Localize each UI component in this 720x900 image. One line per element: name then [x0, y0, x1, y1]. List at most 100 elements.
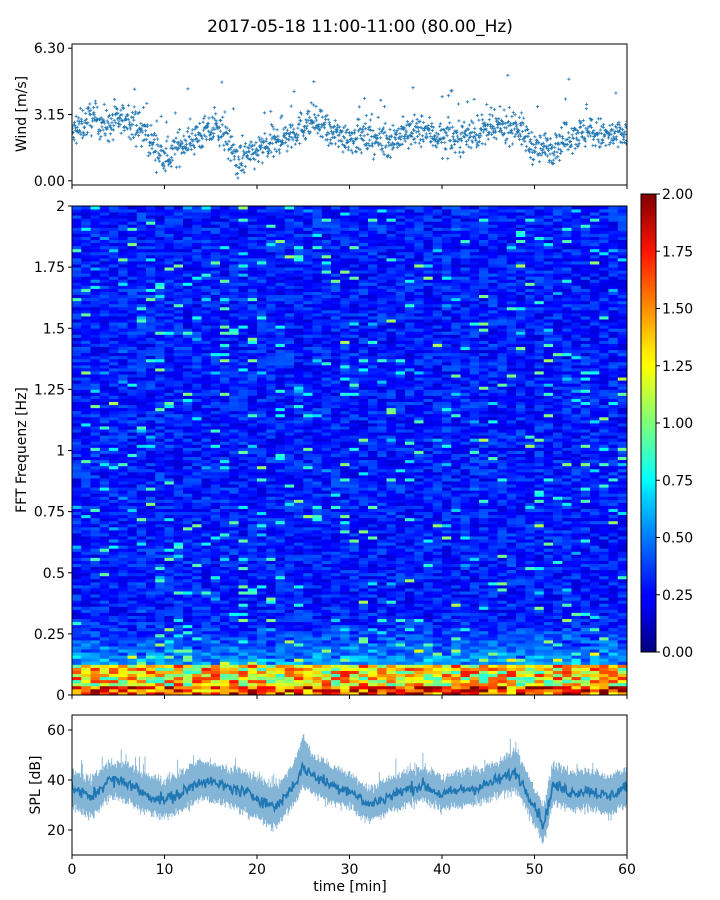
spectrogram-cell: [146, 667, 156, 671]
spectrogram-cell: [423, 661, 434, 665]
spectrogram-cell: [72, 636, 82, 641]
spectrogram-cell: [599, 673, 609, 678]
spectrogram-cell: [571, 529, 582, 534]
spectrogram-cell: [312, 511, 323, 516]
spectrogram-cell: [127, 603, 138, 607]
spectrogram-cell: [506, 468, 517, 473]
spectrogram-cell: [599, 606, 609, 610]
spectrogram-cell: [386, 649, 397, 653]
spectrogram-cell: [136, 691, 147, 695]
spectrogram-cell: [229, 688, 239, 693]
spectrogram-cell: [414, 643, 424, 647]
spectrogram-cell: [386, 575, 397, 580]
spectrogram-cell: [469, 496, 480, 500]
spectrogram-cell: [432, 441, 443, 445]
spectrogram-cell: [72, 511, 82, 516]
spectrogram-cell: [368, 643, 378, 647]
spectrogram-cell: [284, 661, 295, 665]
spectrogram-cell: [386, 444, 397, 448]
spectrogram-cell: [81, 685, 91, 690]
spectrogram-cell: [497, 591, 508, 595]
spectrogram-cell: [340, 643, 350, 647]
spectrogram-cell: [543, 456, 554, 461]
spectrogram-cell: [543, 578, 554, 583]
spectrogram-cell: [284, 658, 295, 662]
spectrogram-cell: [331, 688, 341, 693]
spectrogram-cell: [118, 603, 128, 607]
spectrogram-cell: [146, 441, 156, 445]
spectrogram-cell: [164, 505, 175, 509]
spectrogram-cell: [460, 676, 471, 681]
spectrogram-cell: [303, 523, 313, 528]
spectrogram-cell: [109, 471, 119, 476]
spectrogram-cell: [303, 581, 313, 586]
spectrogram-cell: [377, 459, 387, 464]
spectrogram-cell: [201, 499, 212, 503]
spectrogram-cell: [460, 584, 471, 589]
spectrogram-cell: [553, 554, 563, 558]
spectrogram-cell: [571, 548, 582, 552]
spectrogram-cell: [294, 478, 304, 482]
spectrogram-cell: [312, 630, 323, 635]
spectrogram-cell: [321, 517, 332, 522]
spectrogram-cell: [386, 514, 397, 519]
spectrogram-cell: [562, 444, 572, 448]
spectrogram-cell: [590, 493, 600, 497]
spectrogram-cell: [414, 496, 424, 500]
spectrogram-cell: [488, 551, 498, 555]
spectrogram-cell: [109, 545, 119, 549]
spectrogram-cell: [562, 545, 572, 549]
spectrogram-cell: [534, 643, 545, 647]
spectrogram-cell: [349, 481, 360, 485]
spectrogram-cell: [164, 572, 175, 577]
spectrogram-cell: [516, 453, 526, 458]
spectrogram-cell: [257, 630, 267, 635]
spectrogram-cell: [479, 627, 489, 632]
spectrogram-cell: [349, 560, 360, 564]
spectrogram-cell: [257, 673, 267, 678]
spectrogram-cell: [220, 624, 230, 629]
spectrogram-cell: [229, 691, 239, 695]
wind-axes-frame: [71, 43, 628, 186]
spectrogram-cell: [488, 487, 498, 491]
spectrogram-cell: [562, 615, 572, 619]
spectrogram-cell: [173, 563, 184, 568]
spectrogram-cell: [349, 606, 360, 610]
spectrogram-cell: [118, 481, 128, 485]
spectrogram-cell: [469, 490, 480, 494]
spectrogram-cell: [497, 554, 508, 558]
spectrogram-cell: [312, 588, 323, 592]
spectrogram-cell: [432, 652, 443, 656]
spectrogram-cell: [229, 533, 239, 537]
spectrogram-cell: [599, 529, 609, 534]
spectrogram-cell: [534, 581, 545, 586]
spectrogram-cell: [72, 514, 82, 519]
spectrogram-cell: [321, 478, 332, 482]
spectrogram-cell: [442, 673, 452, 678]
spectrogram-cell: [183, 676, 193, 681]
spectrogram-cell: [192, 655, 202, 659]
spectrogram-cell: [164, 594, 175, 598]
spectrogram-cell: [155, 490, 165, 494]
spectrogram-cell: [210, 517, 221, 522]
spectrogram-cell: [534, 575, 545, 580]
spectrogram-cell: [432, 667, 443, 671]
spectrogram-cell: [543, 652, 554, 656]
spectrogram-cell: [312, 609, 323, 613]
spectrogram-cell: [136, 652, 147, 656]
spectrogram-cell: [146, 609, 156, 613]
spectrogram-cell: [72, 450, 82, 454]
spectrogram-cell: [423, 444, 434, 448]
spectrogram-cell: [506, 664, 517, 668]
spectrogram-cell: [220, 529, 230, 534]
spectrogram-cell: [109, 474, 119, 479]
spectrogram-cell: [377, 578, 387, 583]
spectrogram-cell: [275, 679, 286, 684]
spectrogram-cell: [127, 691, 138, 695]
spectrogram-cell: [377, 661, 387, 665]
spectrogram-cell: [562, 450, 572, 454]
spectrogram-cell: [534, 578, 545, 583]
spectrogram-cell: [312, 539, 323, 543]
spectrogram-cell: [617, 691, 627, 695]
spectrogram-cell: [432, 630, 443, 635]
